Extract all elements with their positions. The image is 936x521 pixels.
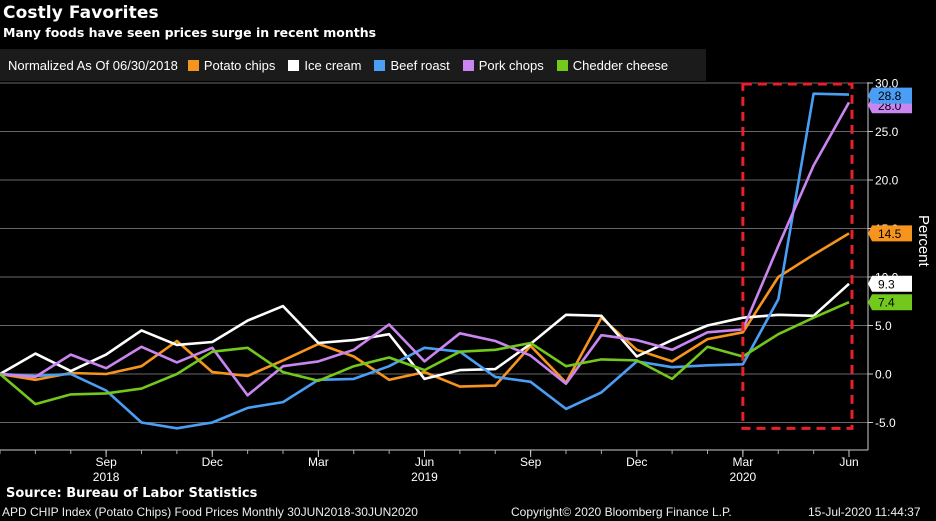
y-tick-label: 25.0: [875, 125, 899, 139]
legend-label: Potato chips: [203, 57, 276, 73]
y-tick-label: 30.0: [875, 77, 899, 91]
last-value-label: 7.4: [878, 296, 895, 310]
series-line-beef-roast: [0, 92, 850, 430]
legend-swatch: [462, 59, 474, 71]
x-tick-label: Dec: [626, 455, 647, 469]
highlight-box: [741, 82, 854, 430]
last-value-label: 9.3: [878, 277, 895, 291]
legend-item-pork-chops[interactable]: Pork chops: [462, 57, 544, 73]
legend-label: Beef roast: [390, 57, 450, 73]
y-tick-label: -5.0: [875, 416, 896, 430]
legend-swatch: [288, 59, 300, 71]
legend-label: Ice cream: [304, 57, 362, 73]
x-year-label: 2018: [93, 470, 120, 484]
last-value-tag: [868, 275, 912, 292]
legend-swatch: [374, 59, 386, 71]
series-line-potato-chips: [0, 232, 850, 388]
footer-index-description: APD CHIP Index (Potato Chips) Food Price…: [2, 505, 418, 519]
chart-subtitle: Many foods have seen prices surge in rec…: [3, 25, 377, 40]
last-value-tag: [868, 87, 912, 104]
y-tick-label: 20.0: [875, 174, 899, 188]
series-line-pork-chops: [0, 101, 851, 397]
y-tick-label: 5.0: [875, 319, 892, 333]
legend-swatch: [187, 59, 199, 71]
x-tick-label: Mar: [308, 455, 329, 469]
series-line-chedder-cheese: [0, 301, 850, 406]
chart-title: Costly Favorites: [3, 3, 159, 23]
x-tick-label: Sep: [95, 455, 117, 469]
x-tick-label: Dec: [202, 455, 223, 469]
y-tick-label: 0.0: [875, 368, 892, 382]
x-year-label: 2019: [411, 470, 438, 484]
series-line-ice-cream: [0, 282, 850, 381]
x-tick-label: Mar: [733, 455, 754, 469]
legend-label: Pork chops: [478, 57, 544, 73]
last-value-label: 28.8: [878, 89, 902, 103]
footer-copyright: Copyright© 2020 Bloomberg Finance L.P.: [511, 505, 732, 519]
x-tick-label: Sep: [520, 455, 542, 469]
source-note: Source: Bureau of Labor Statistics: [6, 486, 258, 501]
legend-item-potato-chips[interactable]: Potato chips: [187, 57, 276, 73]
x-year-label: 2020: [730, 470, 757, 484]
x-tick-label: Jun: [415, 455, 434, 469]
last-value-tag: [868, 294, 912, 311]
legend-title: Normalized As Of 06/30/2018: [8, 57, 178, 73]
legend-swatch: [556, 59, 568, 71]
legend-label: Chedder cheese: [572, 57, 669, 73]
legend: Normalized As Of 06/30/2018 Potato chips…: [0, 49, 706, 81]
y-axis-title: Percent: [915, 215, 932, 268]
legend-item-ice-cream[interactable]: Ice cream: [288, 58, 361, 73]
legend-item-beef-roast[interactable]: Beef roast: [374, 57, 450, 73]
x-tick-label: Jun: [839, 455, 858, 469]
footer-timestamp: 15-Jul-2020 11:44:37: [808, 505, 921, 519]
last-value-label: 14.5: [878, 227, 902, 241]
last-value-tag: [868, 225, 912, 242]
legend-item-chedder-cheese[interactable]: Chedder cheese: [556, 57, 669, 73]
